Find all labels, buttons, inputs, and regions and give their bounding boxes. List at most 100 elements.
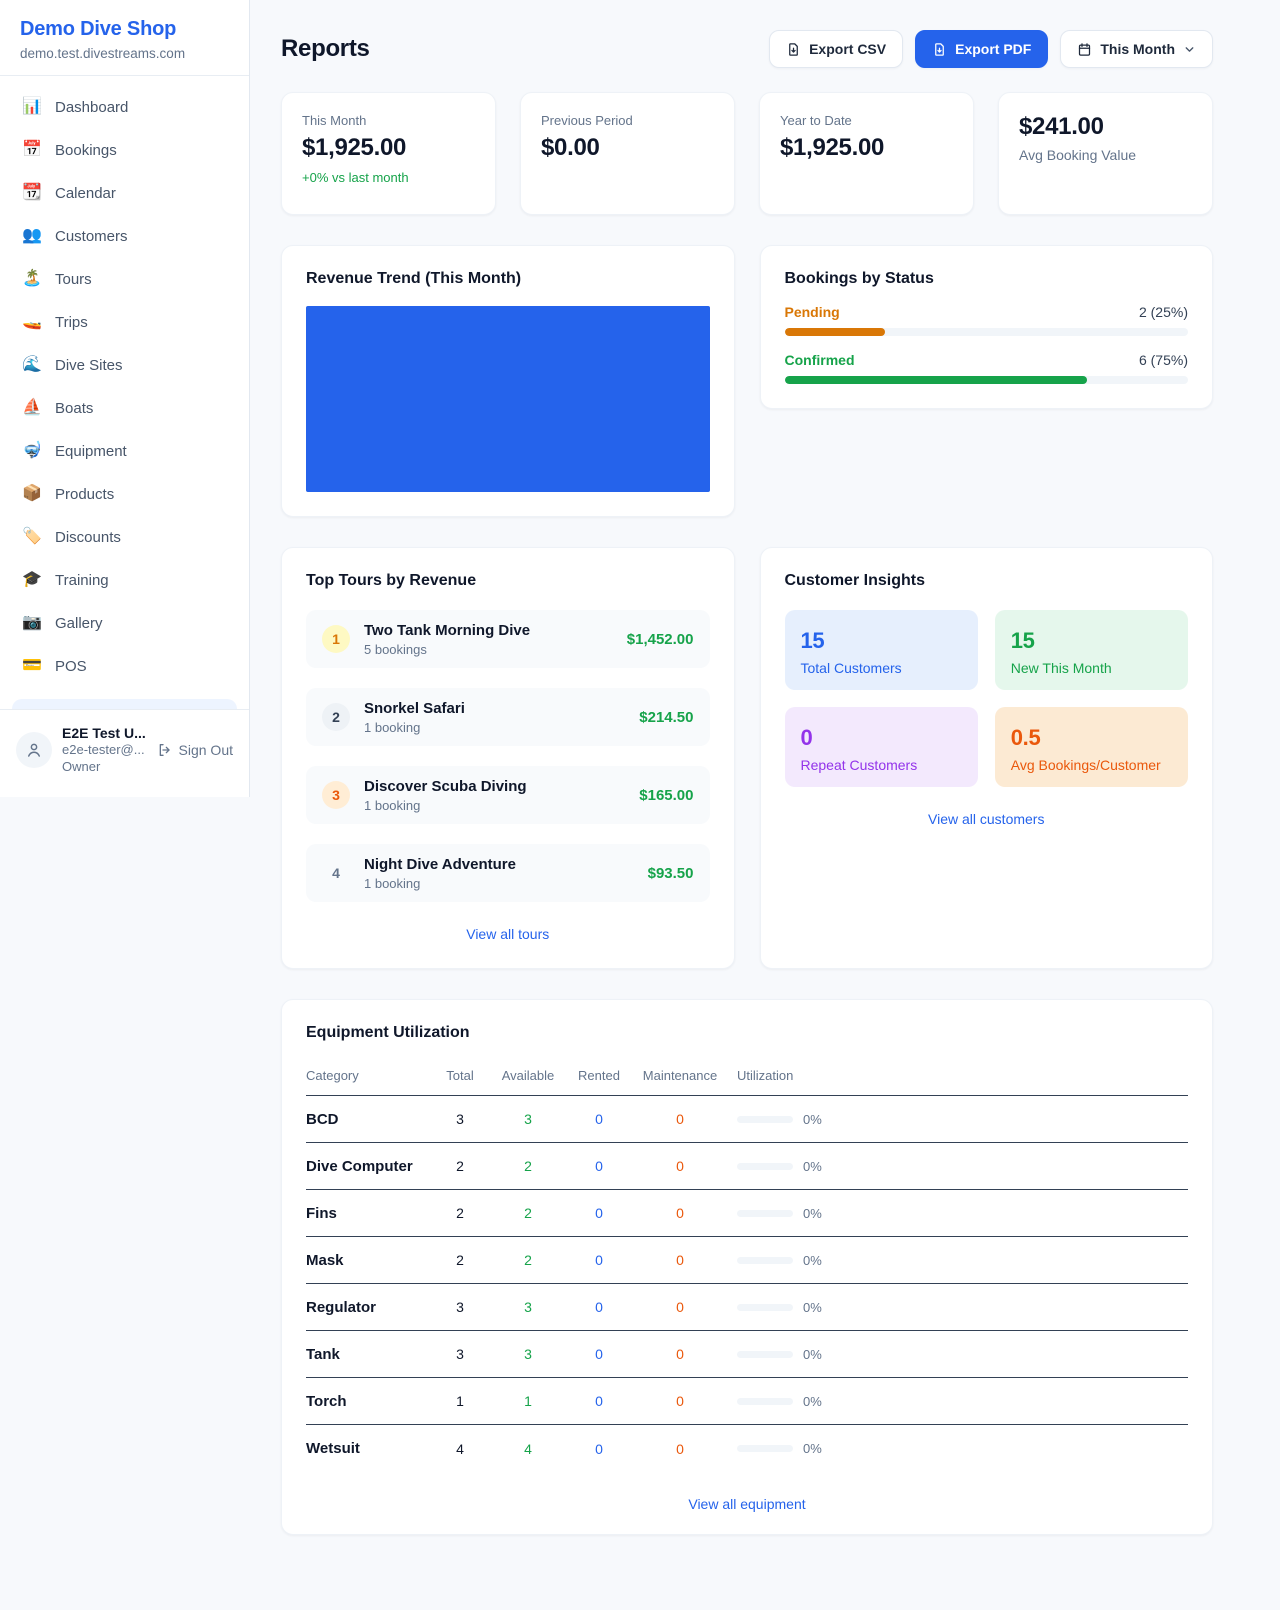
user-meta: E2E Test U... e2e-tester@... Owner (62, 724, 147, 776)
tile-total-customers: 15 Total Customers (784, 610, 978, 690)
stat-card-avg-booking-value: $241.00 Avg Booking Value (998, 92, 1213, 215)
sidebar-item-pos[interactable]: 💳 POS (22, 657, 87, 675)
tile-avg-bookings-customer: 0.5 Avg Bookings/Customer (994, 707, 1188, 787)
utilization-bar (737, 1209, 793, 1217)
view-all-equipment-wrap: View all equipment (306, 1496, 1188, 1514)
view-all-customers-wrap: View all customers (785, 811, 1189, 829)
status-value: 6 (75%) (1138, 352, 1188, 368)
customer-insights-card: Customer Insights 15 Total Customers 15 … (759, 547, 1213, 969)
rank-badge: 1 (322, 625, 350, 653)
sidebar-nav: 📊 Dashboard 📅 Bookings 📆 Calendar 👥 Cust… (0, 76, 249, 690)
avatar (16, 731, 52, 768)
tour-row: 2 Snorkel Safari 1 booking $214.50 (306, 688, 710, 746)
sidebar-item-trips[interactable]: 🚤 Trips (22, 313, 88, 331)
main-content: Reports Export CSV Export PDF (250, 0, 1280, 1535)
utilization-bar (737, 1445, 793, 1452)
tour-name: Discover Scuba Diving (364, 777, 527, 795)
status-row-confirmed: Confirmed 6 (75%) (784, 352, 1188, 384)
table-row: Tank 3 3 0 0 0% (306, 1331, 1188, 1378)
tour-name: Two Tank Morning Dive (364, 621, 531, 639)
stat-card-previous-period: Previous Period $0.00 (520, 92, 735, 215)
tour-revenue: $214.50 (639, 708, 694, 726)
stats-row: This Month $1,925.00 +0% vs last month P… (281, 92, 1213, 215)
shop-name: Demo Dive Shop (20, 18, 177, 40)
sidebar-item-customers[interactable]: 👥 Customers (22, 227, 128, 245)
sidebar-item-calendar[interactable]: 📆 Calendar (22, 184, 116, 202)
tag-icon: 🏷️ (22, 528, 42, 545)
user-role: Owner (62, 758, 101, 774)
sidebar-item-discounts[interactable]: 🏷️ Discounts (22, 528, 121, 546)
brand-header: Demo Dive Shop demo.test.divestreams.com (0, 0, 249, 76)
credit-card-icon: 💳 (22, 657, 42, 674)
person-icon (28, 743, 40, 757)
progress-track (784, 328, 1188, 336)
tour-bookings: 5 bookings (364, 641, 427, 657)
revenue-trend-card: Revenue Trend (This Month) (281, 245, 735, 517)
tour-bookings: 1 booking (364, 719, 421, 735)
tour-row: 1 Two Tank Morning Dive 5 bookings $1,45… (306, 610, 710, 668)
people-icon: 👥 (22, 227, 42, 244)
utilization-bar (737, 1256, 793, 1264)
export-pdf-button[interactable]: Export PDF (915, 30, 1049, 68)
view-all-equipment-link[interactable]: View all equipment (688, 1496, 806, 1512)
chevron-down-icon (1185, 46, 1194, 52)
middle-row: Top Tours by Revenue 1 Two Tank Morning … (281, 547, 1213, 969)
table-row: BCD 3 3 0 0 0% (306, 1096, 1188, 1143)
view-all-tours-link[interactable]: View all tours (466, 926, 550, 942)
tour-name: Snorkel Safari (364, 699, 465, 717)
sidebar-item-equipment[interactable]: 🤿 Equipment (22, 442, 127, 460)
equipment-utilization-card: Equipment Utilization Category Total Ava… (281, 999, 1213, 1535)
rank-badge: 2 (322, 703, 350, 731)
table-row: Dive Computer 2 2 0 0 0% (306, 1143, 1188, 1190)
shop-domain: demo.test.divestreams.com (20, 46, 186, 61)
top-tours-card: Top Tours by Revenue 1 Two Tank Morning … (281, 547, 735, 969)
diving-mask-icon: 🤿 (22, 442, 42, 459)
view-all-tours-wrap: View all tours (306, 926, 710, 944)
island-icon: 🏝️ (22, 270, 42, 287)
table-row: Regulator 3 3 0 0 0% (306, 1284, 1188, 1331)
tour-bookings: 1 booking (364, 875, 421, 891)
charts-row: Revenue Trend (This Month) Bookings by S… (281, 245, 1213, 517)
period-dropdown[interactable]: This Month (1060, 30, 1213, 68)
insight-tiles: 15 Total Customers 15 New This Month 0 R… (784, 610, 1188, 787)
bookings-by-status-title: Bookings by Status (784, 270, 934, 287)
progress-fill (784, 376, 1088, 384)
sidebar-item-boats[interactable]: ⛵ Boats (22, 399, 94, 417)
tour-row: 3 Discover Scuba Diving 1 booking $165.0… (306, 766, 710, 824)
top-tours-title: Top Tours by Revenue (306, 572, 477, 589)
progress-track (784, 376, 1188, 384)
calendar-icon (1079, 42, 1091, 56)
sidebar-item-products[interactable]: 📦 Products (22, 485, 115, 503)
package-icon: 📦 (22, 485, 42, 502)
stat-card-year-to-date: Year to Date $1,925.00 (759, 92, 974, 215)
utilization-bar (737, 1162, 793, 1170)
sidebar-item-reports-partial[interactable] (12, 699, 237, 709)
sidebar-item-gallery[interactable]: 📷 Gallery (22, 614, 103, 632)
sidebar-item-tours[interactable]: 🏝️ Tours (22, 270, 92, 288)
file-download-icon (789, 42, 798, 56)
utilization-bar (737, 1303, 793, 1311)
camera-icon: 📷 (22, 614, 42, 631)
view-all-customers-link[interactable]: View all customers (928, 811, 1045, 827)
bar-chart-icon: 📊 (22, 98, 42, 115)
progress-fill (784, 328, 886, 336)
rank-badge: 3 (322, 781, 350, 809)
user-name: E2E Test U... (62, 724, 146, 741)
graduation-cap-icon: 🎓 (22, 571, 42, 588)
header-actions: Export CSV Export PDF This Month (769, 30, 1213, 68)
equipment-title: Equipment Utilization (306, 1024, 470, 1041)
export-csv-button[interactable]: Export CSV (769, 30, 904, 68)
status-value: 2 (25%) (1138, 304, 1188, 320)
tour-name: Night Dive Adventure (364, 855, 516, 873)
sidebar-item-training[interactable]: 🎓 Training (22, 571, 109, 589)
sidebar-item-dive-sites[interactable]: 🌊 Dive Sites (22, 356, 123, 374)
sidebar-item-dashboard[interactable]: 📊 Dashboard (22, 98, 129, 116)
page-title: Reports (281, 35, 370, 62)
utilization-bar (737, 1397, 793, 1405)
sidebar-item-bookings[interactable]: 📅 Bookings (22, 141, 117, 159)
sign-out-button[interactable]: Sign Out (157, 742, 233, 758)
table-row: Torch 1 1 0 0 0% (306, 1378, 1188, 1425)
calendar-date-icon: 📅 (22, 141, 42, 158)
table-row: Mask 2 2 0 0 0% (306, 1237, 1188, 1284)
tour-revenue: $93.50 (647, 864, 694, 882)
